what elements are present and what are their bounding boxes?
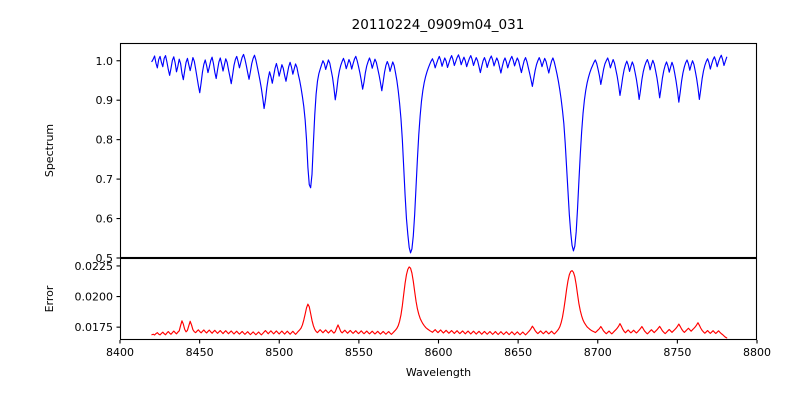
x-tick-label: 8750 (663, 346, 691, 359)
x-tick-label: 8700 (584, 346, 612, 359)
error-y-axis-label: Error (43, 285, 56, 312)
y-tick-label: 0.0200 (75, 291, 114, 304)
x-tick-label: 8400 (106, 346, 134, 359)
x-tick-label: 8600 (425, 346, 453, 359)
x-tick-label: 8450 (186, 346, 214, 359)
x-tick-label: 8550 (345, 346, 373, 359)
x-axis-label: Wavelength (406, 366, 471, 379)
spectrum-y-ticks: 0.5 0.6 0.7 0.8 0.9 1.0 (96, 55, 120, 265)
spectrum-plot-background (120, 43, 757, 258)
spectrum-y-axis-label: Spectrum (43, 124, 56, 177)
y-tick-label: 0.6 (96, 213, 114, 226)
error-plot-background (120, 258, 757, 340)
error-line (151, 266, 728, 339)
x-tick-label: 8500 (265, 346, 293, 359)
y-tick-label: 0.7 (96, 173, 114, 186)
x-axis-ticks: 8400 8450 8500 8550 8600 8650 8700 8750 8800 (106, 340, 771, 359)
spectrum-panel: 0.5 0.6 0.7 0.8 0.9 1.0 Spectrum (43, 42, 758, 265)
figure-title: 20110224_0909m04_031 (352, 17, 525, 33)
error-y-ticks: 0.0175 0.0200 0.0225 (75, 260, 120, 334)
y-tick-label: 0.5 (96, 252, 114, 265)
spectrum-axes-frame (119, 42, 758, 259)
x-tick-label: 8800 (743, 346, 771, 359)
error-axes-frame (119, 257, 758, 341)
y-tick-label: 0.8 (96, 134, 114, 147)
spectrum-line (151, 53, 728, 254)
y-tick-label: 0.0175 (75, 321, 114, 334)
x-tick-label: 8650 (504, 346, 532, 359)
y-tick-label: 1.0 (96, 55, 114, 68)
y-tick-label: 0.0225 (75, 260, 114, 273)
y-tick-label: 0.9 (96, 94, 114, 107)
